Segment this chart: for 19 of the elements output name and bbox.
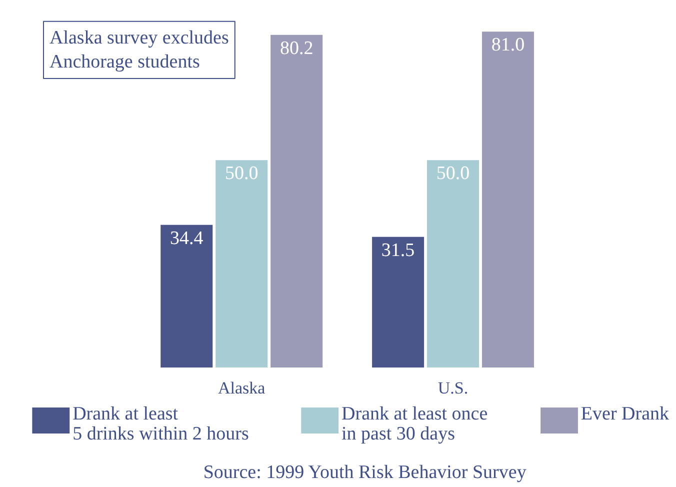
annotation: Alaska survey excludes Anchorage students: [50, 27, 229, 72]
legend-label: Drank at least 5 drinks within 2 hours: [72, 404, 249, 444]
legend-label: Drank at least once in past 30 days: [342, 404, 488, 444]
bar: [482, 32, 534, 368]
data-label: 31.5: [381, 240, 415, 261]
bar: [372, 236, 424, 368]
data-label: 50.0: [224, 163, 258, 184]
bar: [270, 34, 323, 368]
legend-label: Ever Drank: [580, 404, 670, 424]
x-tick-label: Alaska: [218, 378, 266, 398]
bar: [216, 160, 268, 368]
bar: [160, 224, 213, 368]
x-tick-label: U.S.: [438, 378, 468, 398]
data-label: 81.0: [491, 34, 525, 56]
data-label: 50.0: [436, 163, 470, 184]
data-label: 34.4: [170, 228, 204, 249]
bar: [427, 160, 480, 368]
data-label: 80.2: [280, 38, 314, 59]
source-note: Source: 1999 Youth Risk Behavior Survey: [203, 462, 527, 483]
